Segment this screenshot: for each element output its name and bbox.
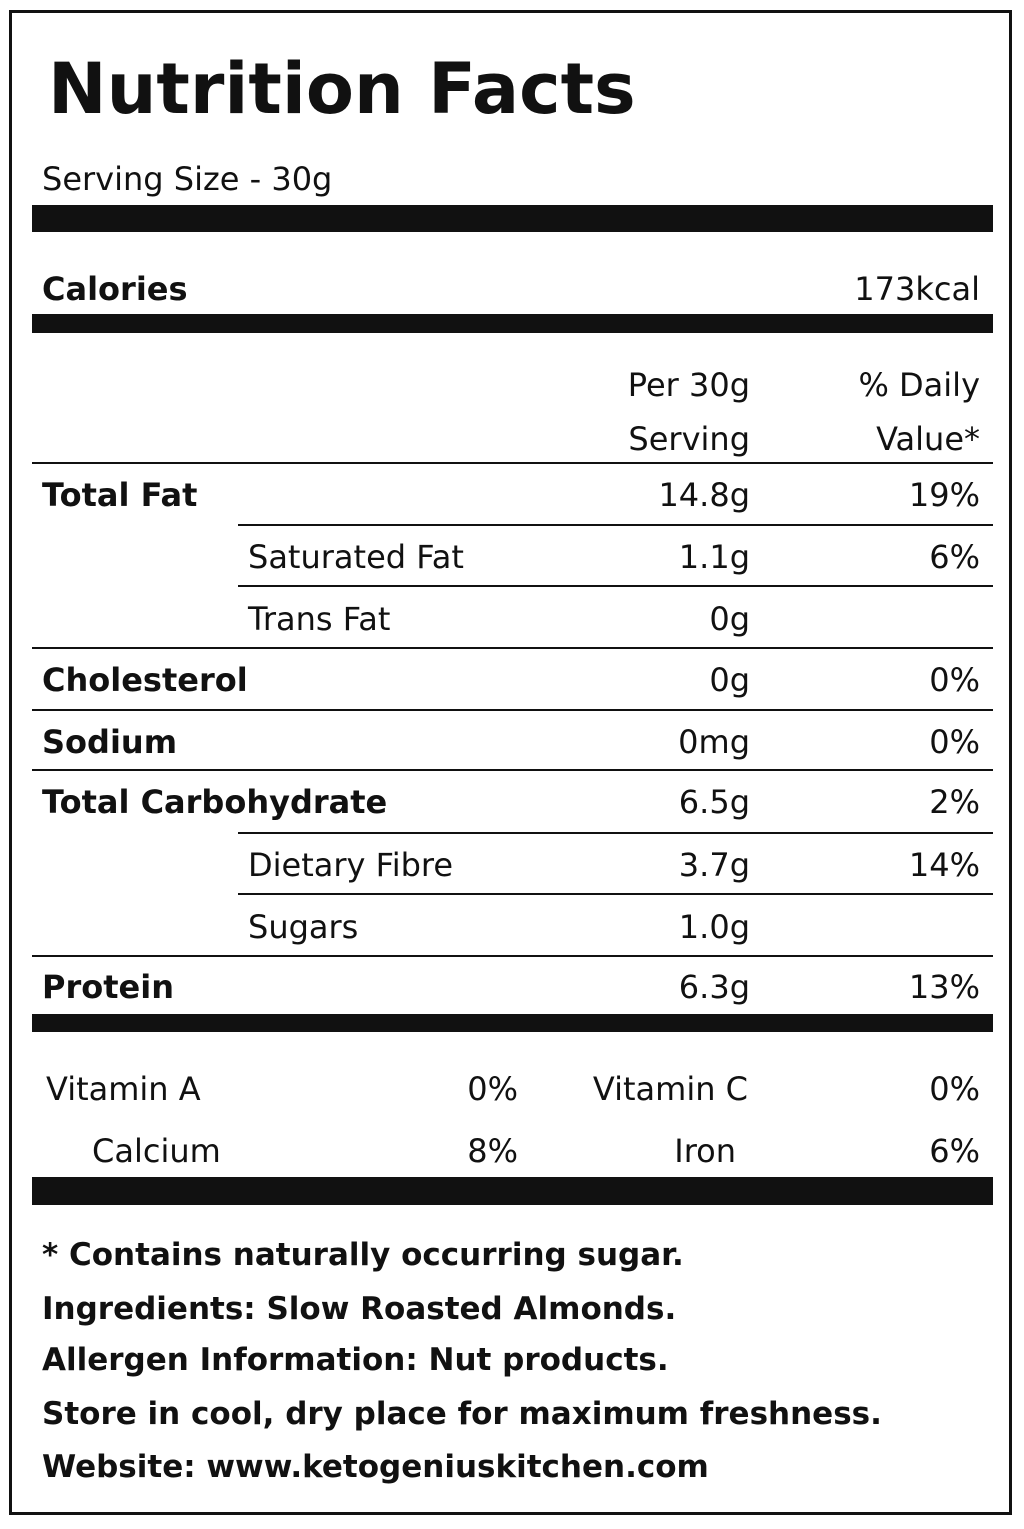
nutrient-dv-protein: 13%: [908, 968, 980, 1006]
footer-note: * Contains naturally occurring sugar.: [42, 1237, 684, 1273]
calories-value: 173kcal: [854, 270, 980, 308]
divider: [32, 647, 993, 649]
calories-label: Calories: [42, 270, 188, 308]
nutrient-amount-protein: 6.3g: [678, 968, 750, 1006]
vitamin-value-calcium: 8%: [467, 1132, 518, 1170]
nutrient-label-protein: Protein: [42, 968, 174, 1006]
vitamin-label-iron: Iron: [674, 1132, 736, 1170]
nutrient-dv-sodium: 0%: [929, 723, 980, 761]
nutrient-amount-total-carbohydrate: 6.5g: [678, 783, 750, 821]
nutrient-dv-total-carbohydrate: 2%: [929, 783, 980, 821]
nutrient-amount-sugars: 1.0g: [678, 908, 750, 946]
nutrient-amount-dietary-fibre: 3.7g: [678, 846, 750, 884]
label-frame: [9, 10, 1012, 1515]
nutrient-label-sugars: Sugars: [248, 908, 359, 946]
nutrient-amount-total-fat: 14.8g: [658, 476, 750, 514]
serving-size: Serving Size - 30g: [42, 160, 333, 198]
thick-divider-bottom: [32, 1177, 993, 1205]
nutrient-dv-total-fat: 19%: [908, 476, 980, 514]
divider: [32, 709, 993, 711]
nutrient-amount-sodium: 0mg: [678, 723, 750, 761]
divider: [238, 893, 993, 895]
daily-value-header-line1: % Daily: [858, 366, 980, 404]
thick-divider-calories: [32, 314, 993, 333]
per-serving-header-line2: Serving: [628, 420, 750, 458]
footer-website: Website: www.ketogeniuskitchen.com: [42, 1449, 709, 1485]
vitamin-value-vitamin-a: 0%: [467, 1070, 518, 1108]
vitamin-label-vitamin-a: Vitamin A: [46, 1070, 201, 1108]
nutrient-label-saturated-fat: Saturated Fat: [248, 538, 464, 576]
nutrient-label-trans-fat: Trans Fat: [248, 600, 391, 638]
footer-allergen: Allergen Information: Nut products.: [42, 1342, 669, 1378]
vitamin-label-vitamin-c: Vitamin C: [592, 1070, 748, 1108]
per-serving-header-line1: Per 30g: [627, 366, 750, 404]
nutrient-dv-dietary-fibre: 14%: [908, 846, 980, 884]
vitamin-value-iron: 6%: [929, 1132, 980, 1170]
divider: [32, 769, 993, 771]
nutrient-dv-saturated-fat: 6%: [929, 538, 980, 576]
nutrient-dv-cholesterol: 0%: [929, 661, 980, 699]
divider: [32, 462, 993, 464]
nutrient-label-cholesterol: Cholesterol: [42, 661, 248, 699]
vitamin-value-vitamin-c: 0%: [929, 1070, 980, 1108]
footer-storage: Store in cool, dry place for maximum fre…: [42, 1396, 882, 1432]
divider: [238, 524, 993, 526]
thick-divider-top: [32, 205, 993, 232]
label-title: Nutrition Facts: [48, 48, 636, 130]
nutrient-label-dietary-fibre: Dietary Fibre: [248, 846, 454, 884]
divider: [238, 585, 993, 587]
nutrient-label-total-carbohydrate: Total Carbohydrate: [42, 783, 388, 821]
nutrient-label-sodium: Sodium: [42, 723, 178, 761]
nutrient-amount-cholesterol: 0g: [709, 661, 750, 699]
daily-value-header-line2: Value*: [876, 420, 980, 458]
footer-ingredients: Ingredients: Slow Roasted Almonds.: [42, 1291, 677, 1327]
nutrient-amount-trans-fat: 0g: [709, 600, 750, 638]
thick-divider-protein: [32, 1014, 993, 1032]
nutrient-label-total-fat: Total Fat: [42, 476, 198, 514]
nutrient-amount-saturated-fat: 1.1g: [678, 538, 750, 576]
vitamin-label-calcium: Calcium: [92, 1132, 221, 1170]
divider: [32, 955, 993, 957]
divider: [238, 832, 993, 834]
